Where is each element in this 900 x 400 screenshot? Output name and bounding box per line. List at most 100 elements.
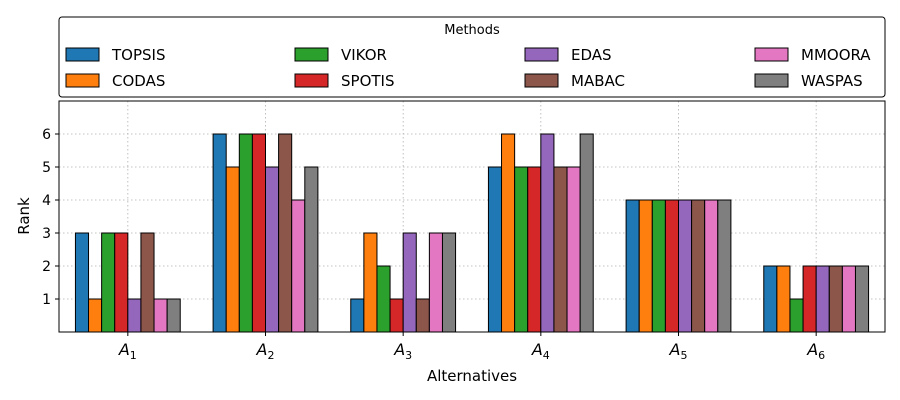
bar-codas-5 (638, 199, 653, 333)
x-tick-letter: A (393, 340, 405, 359)
bar-spotis-6 (802, 265, 817, 333)
legend-item-mabac: MABAC (524, 72, 625, 90)
bar-spotis-3 (389, 298, 404, 333)
grid (59, 101, 885, 332)
bar-spotis-4 (527, 166, 542, 333)
legend-swatch (65, 73, 100, 88)
x-tick-subscript: 1 (130, 349, 137, 362)
legend-item-codas: CODAS (65, 72, 165, 90)
x-tick-label: A2 (256, 340, 275, 362)
bar-mabac-5 (691, 199, 706, 333)
legend-swatch (754, 73, 789, 88)
legend-swatch (524, 73, 559, 88)
legend-label: VIKOR (341, 46, 387, 64)
bar-mmoora-6 (841, 265, 856, 333)
bar-spotis-2 (251, 133, 266, 333)
bar-waspas-5 (717, 199, 732, 333)
x-tick-letter: A (806, 340, 818, 359)
bar-waspas-4 (579, 133, 594, 333)
bar-edas-4 (540, 133, 555, 333)
bar-mmoora-2 (291, 199, 306, 333)
legend-items: TOPSIS CODAS VIKOR SPOTIS EDAS MABAC MMOORA WAS… (65, 46, 871, 90)
bar-mmoora-1 (153, 298, 168, 333)
x-tick-subscript: 2 (267, 349, 274, 362)
bar-edas-5 (678, 199, 693, 333)
bar-mmoora-5 (704, 199, 719, 333)
bar-vikor-4 (514, 166, 529, 333)
y-tick-label: 3 (42, 226, 51, 242)
bar-topsis-1 (74, 232, 90, 333)
x-tick-label: A4 (531, 340, 550, 362)
bar-edas-6 (815, 265, 830, 333)
legend-item-mmoora: MMOORA (754, 46, 871, 64)
bar-vikor-2 (238, 133, 253, 333)
y-tick-label: 2 (42, 259, 51, 275)
bar-waspas-3 (441, 232, 457, 333)
x-tick-label: A3 (393, 340, 412, 362)
x-tick-subscript: 4 (543, 349, 550, 362)
legend-box (58, 16, 886, 98)
legend-label: MMOORA (801, 46, 871, 64)
y-tick-label: 6 (42, 127, 51, 143)
bar-waspas-1 (166, 298, 181, 333)
bar-vikor-6 (789, 298, 804, 333)
bar-mabac-3 (415, 298, 430, 333)
bar-topsis-4 (487, 166, 503, 333)
legend-title: Methods (444, 23, 500, 38)
bar-mabac-6 (828, 265, 843, 333)
bar-edas-2 (265, 166, 280, 333)
x-tick-letter: A (669, 340, 681, 359)
y-tick-label: 5 (42, 160, 51, 176)
x-tick-label: A1 (118, 340, 137, 362)
bar-topsis-2 (212, 133, 227, 333)
bar-codas-4 (501, 133, 516, 333)
y-axis-ticks: 1 2 3 4 5 6 (42, 127, 59, 308)
y-tick-label: 4 (42, 193, 51, 209)
x-tick-subscript: 5 (680, 349, 687, 362)
legend-label: SPOTIS (341, 72, 394, 90)
legend-item-waspas: WASPAS (754, 72, 863, 90)
bar-mmoora-3 (428, 232, 443, 333)
x-tick-label: A5 (669, 340, 688, 362)
bar-mmoora-4 (566, 166, 581, 333)
bar-codas-2 (225, 166, 240, 333)
legend-item-vikor: VIKOR (294, 46, 387, 64)
bar-topsis-6 (763, 265, 778, 333)
legend-label: MABAC (571, 72, 625, 90)
bar-waspas-6 (854, 265, 870, 333)
legend-label: TOPSIS (111, 46, 165, 64)
legend: Methods TOPSIS CODAS VIKOR SPOTIS EDAS MABAC M… (58, 16, 886, 98)
x-tick-subscript: 6 (818, 349, 825, 362)
bar-vikor-1 (101, 232, 116, 333)
legend-swatch (524, 47, 559, 62)
x-tick-subscript: 3 (405, 349, 412, 362)
x-axis-label: Alternatives (427, 367, 517, 385)
legend-swatch (754, 47, 789, 62)
bar-vikor-3 (376, 265, 391, 333)
bar-waspas-2 (304, 166, 319, 333)
bar-mabac-1 (140, 232, 155, 333)
bar-codas-3 (363, 232, 378, 333)
legend-swatch (65, 47, 100, 62)
bar-edas-3 (402, 232, 417, 333)
bar-mabac-2 (278, 133, 293, 333)
bar-mabac-4 (553, 166, 568, 333)
y-tick-label: 1 (42, 292, 51, 308)
y-axis-label: Rank (15, 197, 33, 235)
bars (74, 133, 870, 333)
bar-topsis-5 (625, 199, 640, 333)
legend-label: EDAS (571, 46, 612, 64)
bar-edas-1 (127, 298, 142, 333)
legend-item-edas: EDAS (524, 46, 612, 64)
legend-item-topsis: TOPSIS (65, 46, 165, 64)
bar-codas-1 (88, 298, 103, 333)
x-tick-letter: A (256, 340, 268, 359)
legend-label: CODAS (112, 72, 165, 90)
bar-topsis-3 (350, 298, 365, 333)
bar-codas-6 (776, 265, 791, 333)
legend-label: WASPAS (801, 72, 863, 90)
x-tick-label: A6 (806, 340, 825, 362)
x-tick-letter: A (118, 340, 130, 359)
bar-spotis-5 (664, 199, 680, 333)
